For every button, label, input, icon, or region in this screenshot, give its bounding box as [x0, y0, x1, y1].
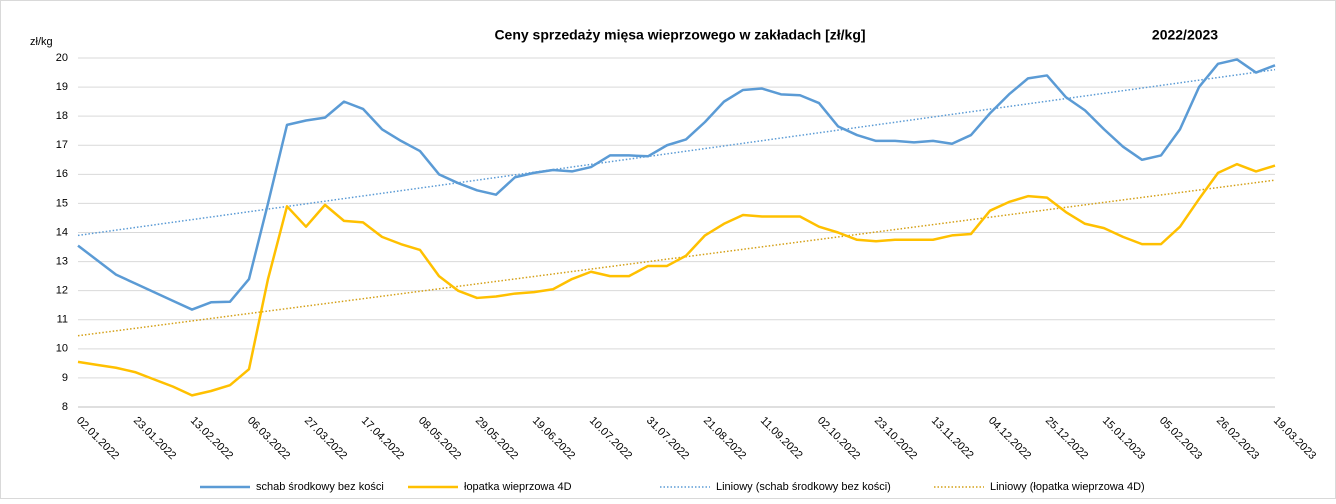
legend-label: schab środkowy bez kości [256, 481, 384, 493]
y-tick-label: 10 [56, 343, 68, 355]
annotation: 2022/2023 [1152, 27, 1218, 43]
series-line [77, 58, 1276, 311]
y-tick-label: 19 [56, 81, 68, 93]
y-tick-label: 9 [62, 372, 68, 384]
y-tick-label: 20 [56, 52, 68, 64]
chart-title: Ceny sprzedaży mięsa wieprzowego w zakła… [494, 27, 865, 43]
y-tick-label: 13 [56, 255, 68, 267]
y-tick-label: 11 [57, 314, 68, 326]
legend-label: Liniowy (schab środkowy bez kości) [716, 481, 891, 493]
trend-line [77, 179, 1276, 337]
legend-label: Liniowy (łopatka wieprzowa 4D) [990, 481, 1145, 493]
y-tick-label: 8 [62, 401, 68, 413]
y-axis-label: zł/kg [30, 36, 53, 48]
y-tick-label: 16 [56, 168, 68, 180]
series-line [77, 162, 1276, 397]
y-tick-label: 14 [56, 226, 68, 238]
legend-label: łopatka wieprzowa 4D [464, 481, 572, 493]
y-tick-label: 15 [56, 197, 68, 209]
y-tick-label: 17 [56, 139, 68, 151]
y-tick-label: 18 [56, 110, 68, 122]
y-tick-label: 12 [56, 285, 68, 297]
